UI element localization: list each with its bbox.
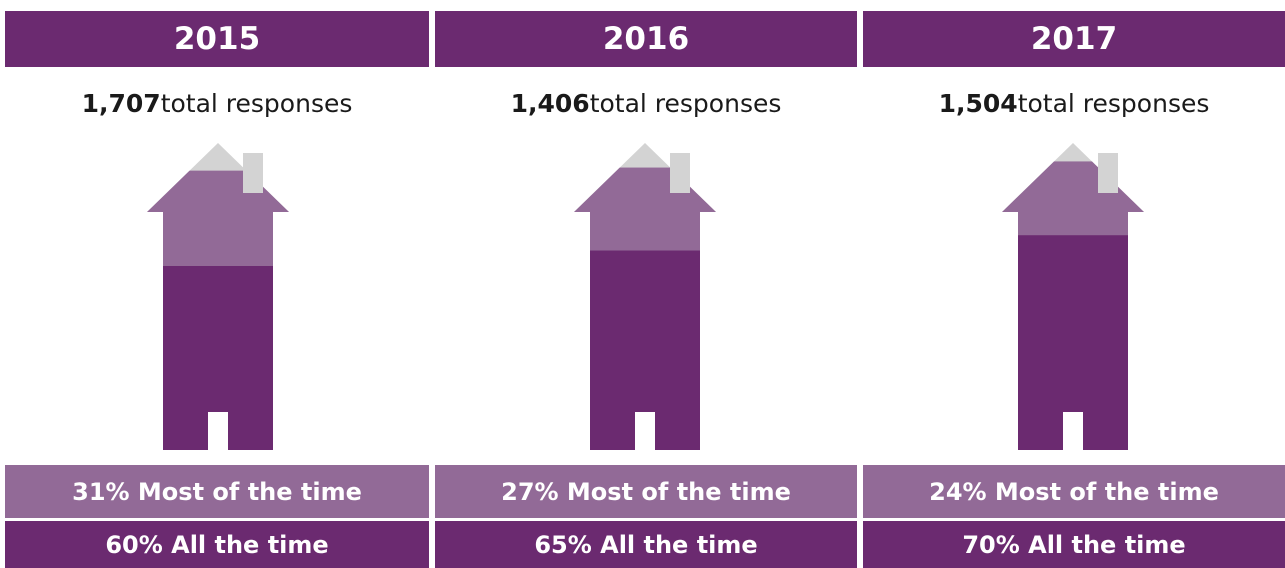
house-icon-2015 xyxy=(147,143,289,452)
most-of-the-time-fill xyxy=(1002,161,1144,236)
most-of-the-time-label-2017: 24% Most of the time xyxy=(863,465,1285,518)
all-the-time-label-2017: 70% All the time xyxy=(863,521,1285,568)
chimney xyxy=(670,153,690,193)
year-header-2017: 2017 xyxy=(863,11,1285,67)
total-responses-suffix: total responses xyxy=(1017,88,1210,118)
chimney xyxy=(1098,153,1118,193)
all-the-time-label-2015: 60% All the time xyxy=(5,521,429,568)
total-responses-suffix: total responses xyxy=(160,88,353,118)
total-responses-value: 1,406 xyxy=(510,88,590,118)
most-of-the-time-label-2015: 31% Most of the time xyxy=(5,465,429,518)
total-responses-2017: 1,504 total responses xyxy=(863,86,1285,120)
door xyxy=(208,412,228,452)
most-of-the-time-fill xyxy=(574,167,716,251)
all-the-time-label-2016: 65% All the time xyxy=(435,521,857,568)
total-responses-value: 1,707 xyxy=(81,88,161,118)
total-responses-2015: 1,707 total responses xyxy=(5,86,429,120)
house-fill-group xyxy=(147,143,289,450)
most-of-the-time-label-2016: 27% Most of the time xyxy=(435,465,857,518)
total-responses-suffix: total responses xyxy=(589,88,782,118)
house-icon-2017 xyxy=(1002,143,1144,452)
year-header-2016: 2016 xyxy=(435,11,857,67)
house-fill-group xyxy=(574,143,716,450)
house-icon-2016 xyxy=(574,143,716,452)
door xyxy=(1063,412,1083,452)
total-responses-2016: 1,406 total responses xyxy=(435,86,857,120)
most-of-the-time-fill xyxy=(147,170,289,266)
total-responses-value: 1,504 xyxy=(938,88,1018,118)
year-header-2015: 2015 xyxy=(5,11,429,67)
house-fill-group xyxy=(1002,143,1144,450)
door xyxy=(635,412,655,452)
chimney xyxy=(243,153,263,193)
